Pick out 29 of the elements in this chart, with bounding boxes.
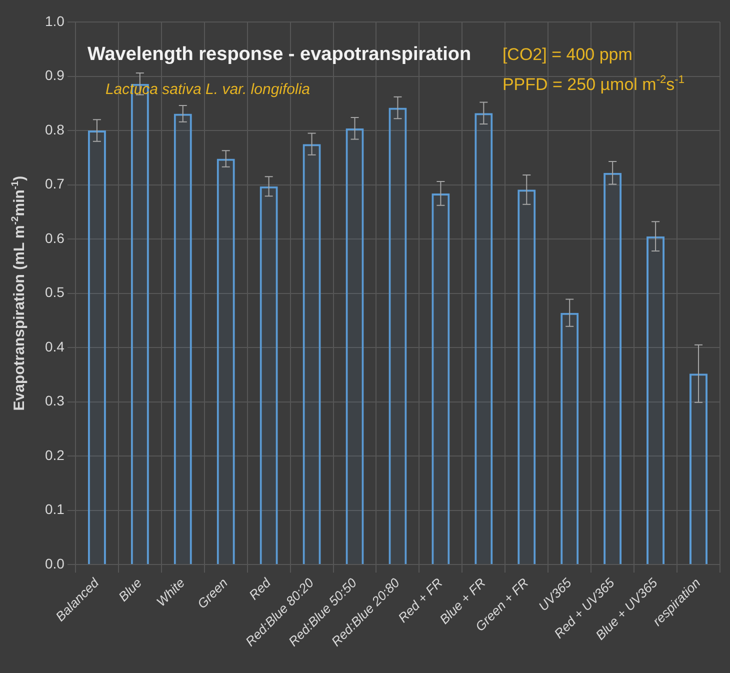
y-tick-label: 0.6 [44,230,65,246]
bar [432,193,450,564]
bar [518,190,536,564]
bar [216,158,235,564]
y-tick-label: 0.5 [44,284,65,300]
x-tick-label: Blue [116,575,145,604]
y-tick-label: 0.8 [44,121,65,138]
bar [302,144,321,564]
annotation: [CO2] = 400 ppm [502,45,632,64]
bar [646,236,665,564]
y-tick-label: 0.0 [44,555,65,572]
bar [388,108,407,564]
bar [689,374,708,564]
bar [174,114,192,564]
y-tick-label: 0.4 [44,338,65,354]
y-tick-label: 0.2 [44,446,65,463]
y-tick-label: 1.0 [44,12,65,29]
bar [346,128,364,564]
y-tick-label: 0.9 [44,67,65,84]
text: Wavelength response - evapotranspiration [87,44,472,65]
y-tick-label: 0.3 [44,392,65,409]
bar [474,113,493,564]
bar [560,312,579,564]
y-axis-title: Evapotranspiration (mL m-2min-1) [10,176,28,411]
bar [604,172,622,564]
bar [88,130,106,564]
bar [260,186,278,564]
y-tick-label: 0.1 [44,501,65,518]
y-tick-label: 0.7 [44,176,65,192]
